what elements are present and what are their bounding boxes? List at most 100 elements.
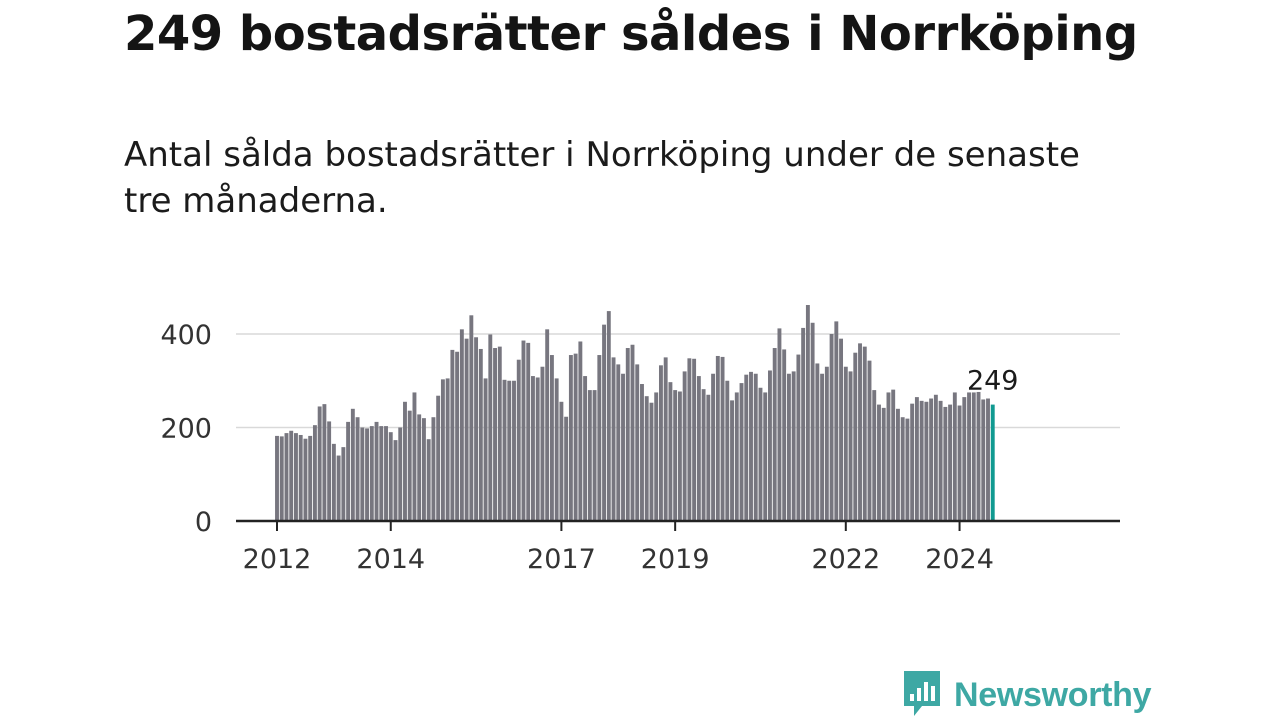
bar — [858, 343, 862, 521]
bar — [488, 334, 493, 521]
y-tick-label-0: 0 — [195, 507, 212, 538]
bar — [369, 426, 374, 521]
bar — [431, 417, 436, 521]
bar — [796, 354, 801, 521]
bar — [393, 440, 398, 521]
bar — [350, 408, 355, 521]
bar — [346, 421, 351, 521]
bar — [526, 342, 531, 521]
bar — [616, 364, 621, 521]
bar — [322, 404, 327, 522]
bar — [957, 405, 962, 521]
bar — [611, 357, 616, 522]
bar — [768, 370, 772, 521]
bar — [877, 404, 881, 521]
bar — [535, 377, 540, 521]
y-tick-label-400: 400 — [160, 320, 212, 351]
bar — [758, 387, 763, 521]
bar — [777, 328, 782, 521]
bar — [365, 428, 370, 522]
bar — [459, 329, 464, 521]
bar — [279, 436, 284, 521]
bar — [592, 390, 597, 521]
bar — [308, 435, 313, 521]
bar — [891, 389, 896, 521]
bar — [587, 390, 592, 521]
bar — [545, 329, 550, 521]
bar — [360, 427, 365, 521]
bar — [810, 322, 815, 521]
bar — [824, 366, 829, 522]
bar — [455, 351, 460, 521]
bar — [886, 392, 891, 521]
bar — [677, 391, 682, 521]
bar — [805, 305, 810, 521]
bar — [284, 433, 289, 521]
bar — [568, 355, 573, 521]
bar — [872, 390, 877, 521]
bar — [967, 392, 971, 521]
bar — [478, 348, 483, 521]
bar — [848, 371, 853, 521]
bar — [493, 348, 497, 521]
bar — [881, 407, 886, 522]
bar — [421, 418, 426, 521]
bar — [791, 371, 796, 521]
bar — [720, 356, 725, 521]
bar — [355, 417, 360, 521]
bar — [862, 346, 867, 521]
bar — [573, 353, 578, 521]
bar — [786, 373, 791, 521]
bar — [483, 378, 488, 521]
bar — [436, 395, 441, 521]
bar — [564, 416, 569, 521]
bar — [943, 406, 948, 521]
bar — [952, 392, 957, 521]
bar — [867, 360, 872, 521]
bar — [782, 349, 787, 521]
bar — [336, 455, 341, 521]
bar — [829, 334, 834, 521]
bar — [374, 421, 379, 521]
bar — [630, 344, 635, 521]
bar — [929, 398, 934, 521]
bar — [744, 374, 749, 521]
bar — [303, 438, 308, 521]
bar — [801, 327, 806, 521]
bar — [327, 421, 332, 521]
bar — [834, 321, 839, 521]
bar — [474, 337, 479, 521]
x-tick-label-2019: 2019 — [641, 544, 710, 575]
bar — [289, 430, 294, 521]
bar — [426, 439, 431, 521]
bar — [895, 408, 900, 521]
bar — [668, 382, 673, 521]
bar — [649, 402, 654, 521]
bar — [412, 392, 417, 521]
bar — [512, 380, 516, 521]
bar — [398, 427, 403, 521]
bar — [763, 392, 768, 521]
bar — [749, 371, 753, 521]
bar-series — [275, 305, 995, 522]
labels: 0 200 400 2012 2014 2017 2019 2022 2024 249 — [160, 320, 1018, 575]
bar — [734, 392, 739, 521]
bar — [640, 384, 644, 521]
bar — [540, 366, 545, 522]
bar — [578, 341, 583, 521]
bar — [924, 401, 929, 521]
bar — [725, 380, 730, 521]
x-tick-label-2022: 2022 — [811, 544, 880, 575]
bar — [739, 383, 744, 521]
bar — [621, 373, 625, 521]
bar — [317, 406, 322, 521]
bar — [853, 352, 858, 521]
bar-chart: 0 200 400 2012 2014 2017 2019 2022 2024 249 — [160, 305, 1120, 575]
bar — [507, 380, 512, 521]
bar — [730, 400, 734, 521]
bar — [464, 338, 469, 521]
bar — [379, 426, 384, 521]
bar — [820, 373, 825, 521]
bar — [990, 404, 995, 521]
bar — [445, 378, 450, 521]
